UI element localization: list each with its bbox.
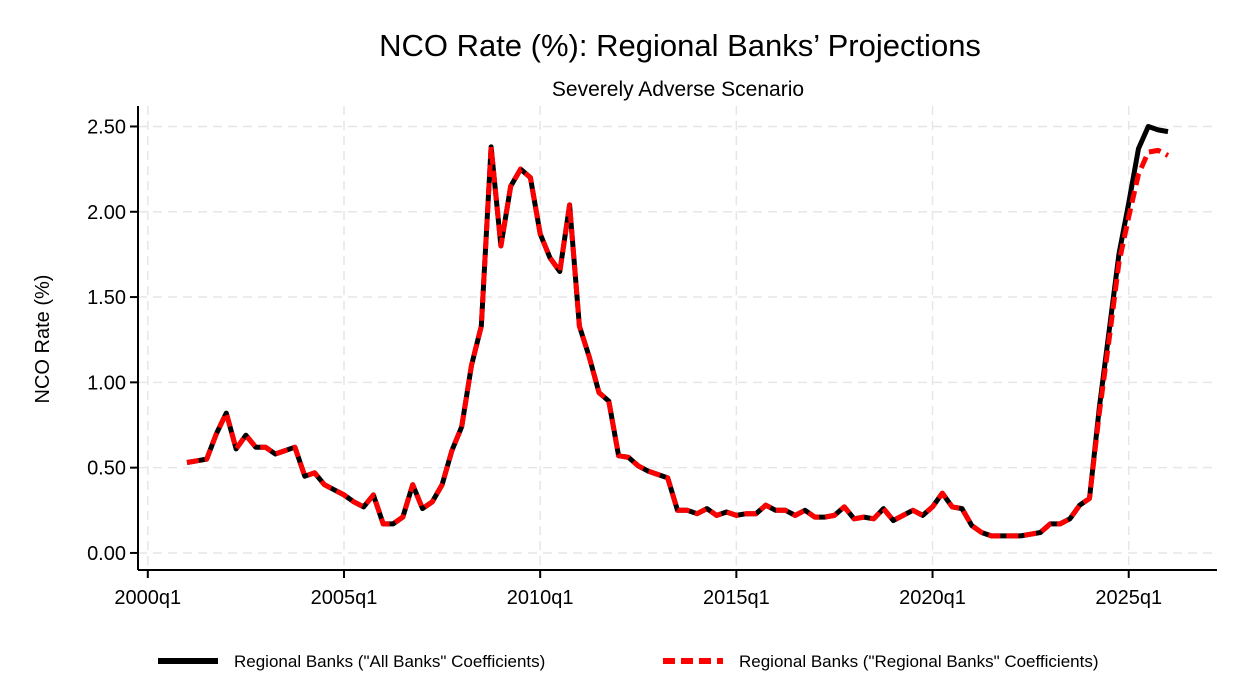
legend-label-all-banks: Regional Banks ("All Banks" Coefficients… <box>234 652 545 671</box>
x-tick-label-0: 2000q1 <box>114 587 181 609</box>
y-tick-label-0: 0.00 <box>87 543 126 565</box>
chart-subtitle: Severely Adverse Scenario <box>552 78 804 101</box>
y-tick-label-5: 2.50 <box>87 116 126 138</box>
y-tick-label-1: 0.50 <box>87 458 126 480</box>
legend-label-regional-banks: Regional Banks ("Regional Banks" Coeffic… <box>739 652 1099 671</box>
y-axis-label: NCO Rate (%) <box>32 275 54 404</box>
x-tick-label-3: 2015q1 <box>703 587 770 609</box>
series-lines <box>186 124 1170 539</box>
legend: Regional Banks ("All Banks" Coefficients… <box>158 652 1099 671</box>
series-line-all-banks <box>186 124 1169 539</box>
gridlines <box>138 106 1217 570</box>
legend-item-regional-banks: Regional Banks ("Regional Banks" Coeffic… <box>663 652 1099 671</box>
x-axis-ticks: 2000q1 2005q1 2010q1 2015q1 2020q1 2025q1 <box>114 570 1162 609</box>
series-line-regional-banks <box>186 144 1170 539</box>
y-axis-ticks: 0.00 0.50 1.00 1.50 2.00 2.50 <box>87 116 138 565</box>
y-tick-label-2: 1.00 <box>87 372 126 394</box>
x-tick-label-4: 2020q1 <box>899 587 966 609</box>
chart-title: NCO Rate (%): Regional Banks’ Projection… <box>379 28 981 63</box>
x-tick-label-1: 2005q1 <box>311 587 378 609</box>
y-tick-label-4: 2.00 <box>87 202 126 224</box>
x-tick-label-5: 2025q1 <box>1095 587 1162 609</box>
legend-item-all-banks: Regional Banks ("All Banks" Coefficients… <box>158 652 545 671</box>
x-tick-label-2: 2010q1 <box>507 587 574 609</box>
y-tick-label-3: 1.50 <box>87 287 126 309</box>
